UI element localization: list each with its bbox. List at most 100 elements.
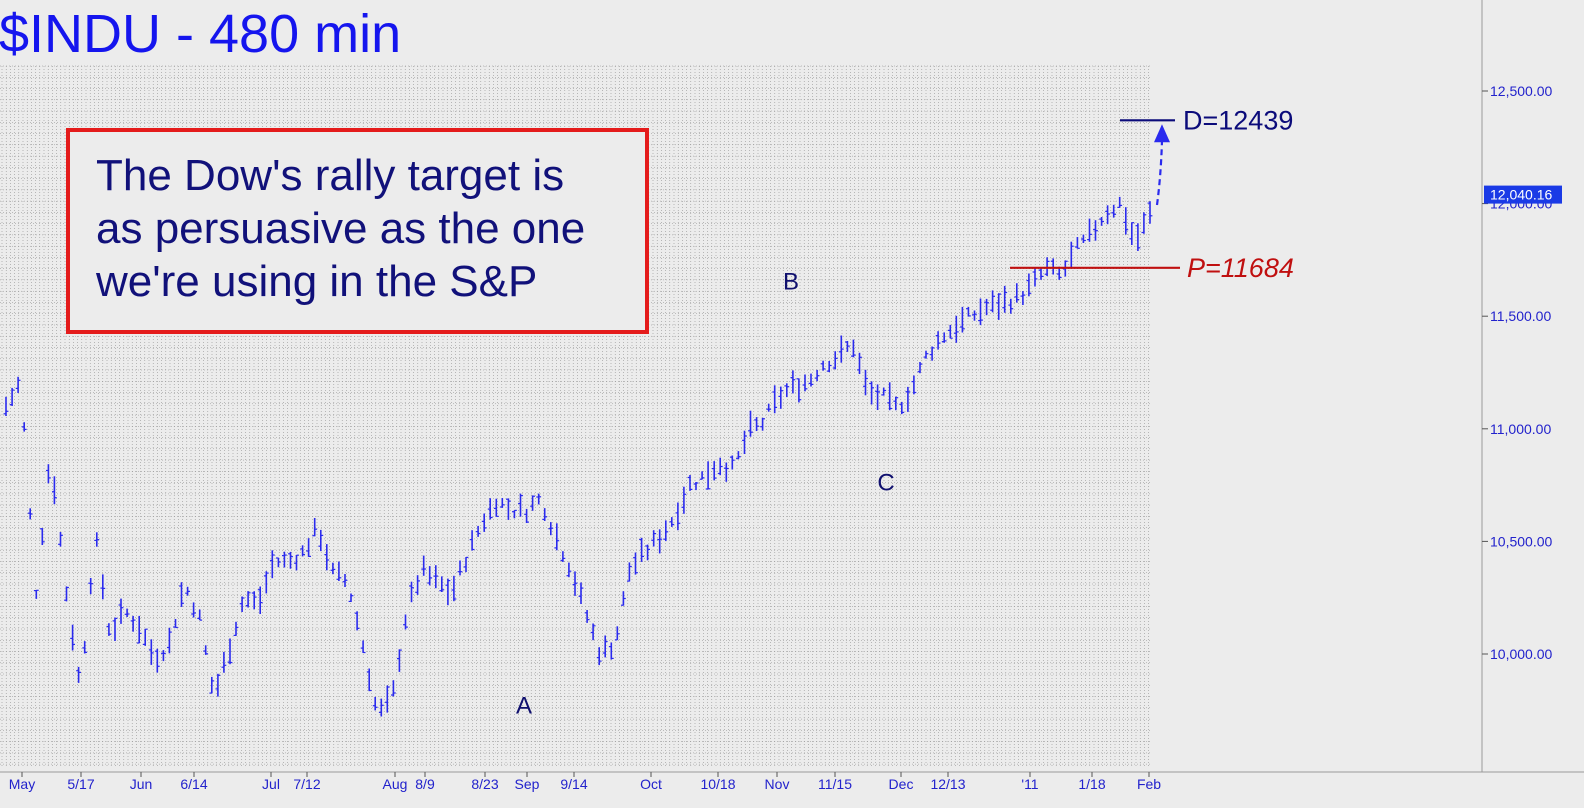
price-bar [778,386,784,409]
price-bar [487,498,493,520]
price-bar [711,461,717,481]
price-bar [1147,201,1153,224]
price-bar [596,647,602,666]
price-bar [1117,196,1123,208]
price-bar [729,455,735,470]
y-tick-label: 10,500.00 [1490,533,1552,549]
commentary-box [66,128,649,334]
price-bar [318,529,324,552]
price-bar [15,376,21,393]
price-bar [215,673,221,697]
price-bar [935,331,941,350]
price-bar [536,493,542,505]
price-bar [130,615,136,632]
price-bar [463,556,469,573]
price-bar [227,638,233,665]
price-bar [1141,212,1147,234]
x-tick-label: 8/23 [471,776,498,792]
price-bar [21,422,27,432]
price-bar [475,525,481,537]
price-bar [1032,268,1038,287]
commentary-line: The Dow's rally target is [96,151,564,200]
price-bar [433,565,439,589]
price-bar [439,576,445,592]
price-bar [469,530,475,551]
price-bar [602,635,608,658]
price-bar [687,475,693,491]
price-bar [1129,222,1135,245]
price-bar [966,307,971,317]
price-bar [161,650,166,662]
price-bar [669,517,675,527]
price-bar [154,648,160,673]
price-bar [245,591,251,608]
price-bar [427,566,433,586]
price-bar [58,532,63,547]
price-bar [693,482,699,491]
price-bar [239,596,245,612]
target-levels: D=12439 P=11684 [1010,105,1294,283]
price-bar [917,362,923,374]
price-bar [118,598,124,624]
price-bar [512,509,517,519]
chart-title: $INDU - 480 min [0,4,401,64]
x-tick-label: 7/12 [293,776,320,792]
last-price-badge [1484,185,1562,204]
price-bar [826,361,832,373]
price-bar [748,410,753,437]
price-bar [614,626,620,641]
price-bar [639,537,644,562]
price-bar [445,578,451,606]
price-bar [766,403,772,412]
price-bar [33,589,39,599]
price-bar [348,593,354,603]
price-bar [893,396,899,411]
price-bar [52,476,57,505]
price-bar [64,586,69,602]
price-bar [499,498,505,508]
price-bar [548,522,554,536]
price-bar [282,551,287,568]
price-bar [457,560,463,576]
projection-arrow [1155,140,1164,206]
price-bar [717,457,723,476]
x-tick-label: 10/18 [700,776,735,792]
price-bar [336,561,342,581]
price-bar [1081,234,1086,243]
price-bar [972,310,977,321]
price-bar [112,617,118,641]
price-bar [300,545,305,557]
price-bar [391,680,396,697]
price-bar [814,369,820,382]
price-bar [76,666,81,683]
price-bar [106,623,112,636]
price-bar [148,639,154,665]
x-tick-label: 9/14 [560,776,587,792]
price-bar [590,623,596,641]
price-bar [736,451,741,460]
price-bar [887,382,893,411]
x-tick-label: 11/15 [818,776,852,792]
price-bar [560,551,566,562]
price-bar [996,293,1002,320]
price-bar [572,571,578,596]
price-bar [1135,223,1141,251]
wave-label: B [783,268,799,295]
price-bar [1014,283,1020,303]
y-tick-label: 11,500.00 [1490,308,1551,324]
price-bar [621,591,626,606]
y-tick-label: 12,500.00 [1490,83,1552,99]
price-bar [294,554,299,571]
price-bar [651,530,657,547]
x-tick-label: Aug [383,776,408,792]
price-bar [378,698,384,717]
price-bar [269,550,275,579]
price-bar [554,523,560,551]
price-bar [384,685,390,713]
price-bar [9,387,15,406]
price-bar [875,384,880,410]
price-bar [657,529,663,554]
